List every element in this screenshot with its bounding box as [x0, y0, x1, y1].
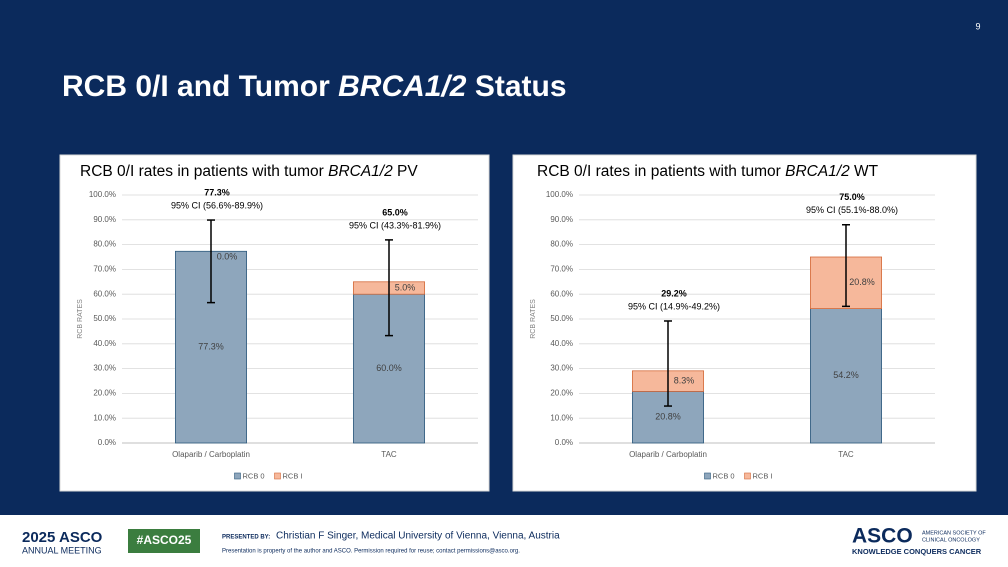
title-part: RCB 0/I rates in patients with tumor [537, 163, 785, 180]
ci-label: 95% CI (56.6%-89.9%) [171, 200, 263, 210]
title-part: BRCA1/2 [338, 70, 467, 103]
x-tick-label: TAC [381, 450, 397, 459]
value-label: 20.8% [849, 277, 875, 287]
notice: Presentation is property of the author a… [222, 549, 520, 555]
ci-label: 95% CI (43.3%-81.9%) [349, 220, 441, 230]
y-tick-label: 20.0% [93, 389, 116, 398]
title-part: BRCA1/2 [785, 163, 850, 180]
error-bar [842, 224, 850, 308]
x-tick-label: Olaparib / Carboplatin [172, 450, 250, 459]
value-label: 77.3% [198, 342, 224, 352]
value-label: 8.3% [674, 375, 695, 385]
y-tick-label: 70.0% [93, 265, 116, 274]
x-tick-label: Olaparib / Carboplatin [629, 450, 707, 459]
title-part: RCB 0/I and Tumor [62, 70, 338, 103]
hashtag: #ASCO25 [137, 533, 192, 547]
chart-title: RCB 0/I rates in patients with tumor BRC… [537, 163, 879, 180]
tagline: KNOWLEDGE CONQUERS CANCER [852, 547, 982, 556]
meeting-year: 2025 ASCO [22, 529, 103, 546]
error-bar [385, 239, 393, 337]
y-tick-label: 80.0% [550, 240, 573, 249]
slide-title: RCB 0/I and Tumor BRCA1/2 Status [62, 70, 567, 103]
title-part: BRCA1/2 [328, 163, 393, 180]
title-part: WT [850, 163, 879, 180]
title-part: PV [393, 163, 419, 180]
title-part: Status [467, 70, 567, 103]
ci-label: 95% CI (14.9%-49.2%) [628, 301, 720, 311]
y-axis-label: RCB RATES [530, 299, 537, 339]
chart-panel [512, 154, 977, 492]
y-tick-label: 60.0% [93, 289, 116, 298]
legend-swatch [744, 472, 751, 480]
y-tick-label: 10.0% [550, 413, 573, 422]
meeting-name: ANNUAL MEETING [22, 545, 102, 555]
legend-swatch [704, 472, 711, 480]
y-tick-label: 100.0% [89, 190, 116, 199]
value-label: 5.0% [395, 282, 416, 292]
total-label: 77.3% [204, 187, 230, 197]
chart-title: RCB 0/I rates in patients with tumor BRC… [80, 163, 418, 180]
y-tick-label: 0.0% [555, 438, 573, 447]
error-bar [207, 219, 215, 304]
y-tick-label: 40.0% [550, 339, 573, 348]
bar-segment [810, 308, 883, 444]
society-line: CLINICAL ONCOLOGY [922, 537, 980, 543]
y-tick-label: 0.0% [98, 438, 116, 447]
value-label: 60.0% [376, 363, 402, 373]
y-tick-label: 100.0% [546, 190, 573, 199]
society-line: AMERICAN SOCIETY OF [922, 530, 986, 536]
y-axis-label: RCB RATES [77, 299, 84, 339]
total-label: 75.0% [839, 192, 865, 202]
y-tick-label: 30.0% [550, 364, 573, 373]
value-label: 0.0% [217, 252, 238, 262]
y-tick-label: 60.0% [550, 289, 573, 298]
total-label: 65.0% [382, 207, 408, 217]
ci-label: 95% CI (55.1%-88.0%) [806, 205, 898, 215]
y-tick-label: 80.0% [93, 240, 116, 249]
legend-label: RCB 0 [713, 471, 735, 480]
value-label: 20.8% [655, 412, 681, 422]
y-tick-label: 90.0% [550, 215, 573, 224]
presenter: Christian F Singer, Medical University o… [276, 531, 560, 542]
y-tick-label: 20.0% [550, 389, 573, 398]
legend-swatch [274, 472, 281, 480]
title-part: RCB 0/I rates in patients with tumor [80, 163, 328, 180]
error-bar [664, 320, 672, 407]
presented-by: PRESENTED BY: [222, 535, 270, 541]
y-tick-label: 70.0% [550, 265, 573, 274]
y-tick-label: 40.0% [93, 339, 116, 348]
value-label: 54.2% [833, 370, 859, 380]
total-label: 29.2% [661, 288, 687, 298]
legend-swatch [234, 472, 241, 480]
x-tick-label: TAC [838, 450, 854, 459]
y-tick-label: 50.0% [93, 314, 116, 323]
y-tick-label: 10.0% [93, 413, 116, 422]
hashtag-box [128, 529, 200, 553]
slide-number: 9 [975, 21, 980, 31]
y-tick-label: 30.0% [93, 364, 116, 373]
legend-label: RCB I [283, 471, 303, 480]
legend-label: RCB 0 [243, 471, 265, 480]
legend-label: RCB I [753, 471, 773, 480]
asco-logo: ASCO [852, 525, 913, 548]
y-tick-label: 50.0% [550, 314, 573, 323]
y-tick-label: 90.0% [93, 215, 116, 224]
